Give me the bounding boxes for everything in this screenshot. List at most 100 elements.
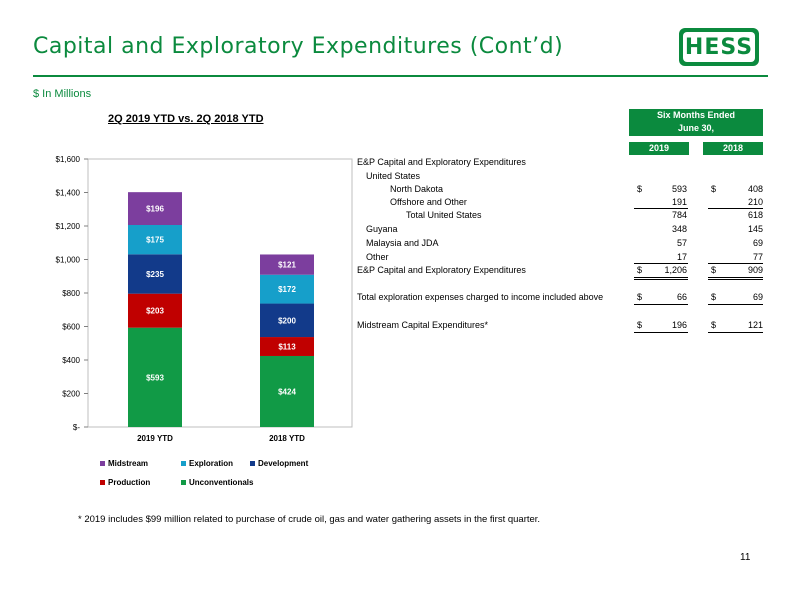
- column-2018: 2018: [703, 142, 763, 155]
- underline-rule: [708, 332, 763, 333]
- value-2018: 145: [747, 224, 763, 234]
- table-row-label: Midstream Capital Expenditures*: [357, 320, 489, 330]
- legend-swatch: [250, 461, 255, 466]
- x-tick-label: 2018 YTD: [269, 434, 305, 443]
- chart-heading: 2Q 2019 YTD vs. 2Q 2018 YTD: [108, 113, 264, 125]
- data-label: $200: [278, 316, 296, 325]
- table-header-line2: June 30,: [677, 123, 715, 133]
- table-row-label: Total exploration expenses charged to in…: [357, 292, 604, 302]
- table-row-label: Other: [366, 252, 389, 262]
- legend-entry: Midstream: [108, 459, 148, 468]
- bar-segment-exploration: [128, 224, 182, 255]
- currency-symbol: $: [637, 292, 643, 302]
- title-rule: [33, 75, 768, 77]
- currency-symbol: $: [711, 184, 717, 194]
- y-tick-label: $1,200: [56, 222, 81, 231]
- currency-symbol: $: [637, 265, 643, 275]
- data-label: $175: [146, 236, 164, 245]
- value-2019: 593: [671, 184, 687, 194]
- bar-segment-production: [128, 293, 182, 328]
- underline-rule: [708, 263, 763, 264]
- data-label: $203: [146, 307, 164, 316]
- y-tick-label: $1,000: [56, 256, 81, 265]
- legend-entry: Unconventionals: [189, 478, 254, 487]
- underline-rule: [708, 208, 763, 209]
- value-2018: 69: [752, 238, 763, 248]
- value-2019: 191: [671, 197, 687, 207]
- y-tick-label: $400: [62, 356, 80, 365]
- y-tick-label: $800: [62, 289, 80, 298]
- underline-rule: [634, 279, 688, 280]
- footnote: * 2019 includes $99 million related to p…: [78, 514, 541, 525]
- data-label: $593: [146, 373, 164, 382]
- table-header-line1: Six Months Ended: [656, 110, 735, 120]
- currency-symbol: $: [711, 292, 717, 302]
- value-2018: 909: [747, 265, 763, 275]
- value-2018: 69: [752, 292, 763, 302]
- underline-rule: [634, 304, 688, 305]
- hess-logo: HESS: [679, 28, 759, 66]
- data-label: $196: [146, 205, 164, 214]
- bar-segment-production: [260, 337, 314, 356]
- data-label: $235: [146, 270, 164, 279]
- data-label: $424: [278, 387, 296, 396]
- currency-symbol: $: [637, 320, 643, 330]
- logo-text: HESS: [683, 32, 755, 62]
- data-label: $172: [278, 285, 296, 294]
- legend-entry: Development: [258, 459, 309, 468]
- table-row-label: Guyana: [366, 224, 398, 234]
- table-header-period: Six Months Ended June 30,: [629, 109, 763, 136]
- bar-segment-midstream: [260, 254, 314, 275]
- page-number: 11: [740, 552, 751, 563]
- y-tick-label: $-: [73, 423, 80, 432]
- data-label: $121: [278, 261, 296, 270]
- y-tick-label: $200: [62, 390, 80, 399]
- bar-segment-development: [260, 303, 314, 338]
- bar-segment-unconventionals: [260, 355, 314, 427]
- table-row-label: United States: [366, 171, 421, 181]
- value-2018: 408: [747, 184, 763, 194]
- underline-rule: [634, 277, 688, 278]
- value-2019: 1,206: [664, 265, 687, 275]
- bar-segment-unconventionals: [128, 327, 182, 427]
- table-row-label: E&P Capital and Exploratory Expenditures: [357, 157, 526, 167]
- x-tick-label: 2019 YTD: [137, 434, 173, 443]
- value-2019: 57: [676, 238, 687, 248]
- value-2018: 210: [747, 197, 763, 207]
- bar-segment-development: [128, 254, 182, 294]
- table-row-label: North Dakota: [390, 184, 444, 194]
- units-label: $ In Millions: [33, 88, 92, 100]
- underline-rule: [708, 279, 763, 280]
- value-2019: 784: [671, 210, 687, 220]
- y-tick-label: $1,600: [56, 155, 81, 164]
- value-2019: 348: [671, 224, 687, 234]
- y-tick-label: $600: [62, 323, 80, 332]
- legend-swatch: [100, 480, 105, 485]
- underline-rule: [634, 263, 688, 264]
- table-row-label: E&P Capital and Exploratory Expenditures: [357, 265, 526, 275]
- legend-swatch: [181, 461, 186, 466]
- table-row-label: Offshore and Other: [390, 197, 467, 207]
- legend-swatch: [100, 461, 105, 466]
- underline-rule: [708, 277, 763, 278]
- y-tick-label: $1,400: [56, 189, 81, 198]
- currency-symbol: $: [711, 320, 717, 330]
- underline-rule: [634, 332, 688, 333]
- legend-entry: Exploration: [189, 459, 233, 468]
- value-2018: 121: [747, 320, 763, 330]
- value-2019: 66: [676, 292, 687, 302]
- bar-segment-exploration: [260, 274, 314, 304]
- value-2019: 196: [671, 320, 687, 330]
- bar-segment-midstream: [128, 192, 182, 225]
- underline-rule: [708, 304, 763, 305]
- legend-entry: Production: [108, 478, 150, 487]
- value-2018: 77: [752, 252, 763, 262]
- underline-rule: [634, 208, 688, 209]
- column-2019: 2019: [629, 142, 689, 155]
- value-2019: 17: [676, 252, 687, 262]
- value-2018: 618: [747, 210, 763, 220]
- table-row-label: Malaysia and JDA: [366, 238, 439, 248]
- legend-swatch: [181, 480, 186, 485]
- currency-symbol: $: [637, 184, 643, 194]
